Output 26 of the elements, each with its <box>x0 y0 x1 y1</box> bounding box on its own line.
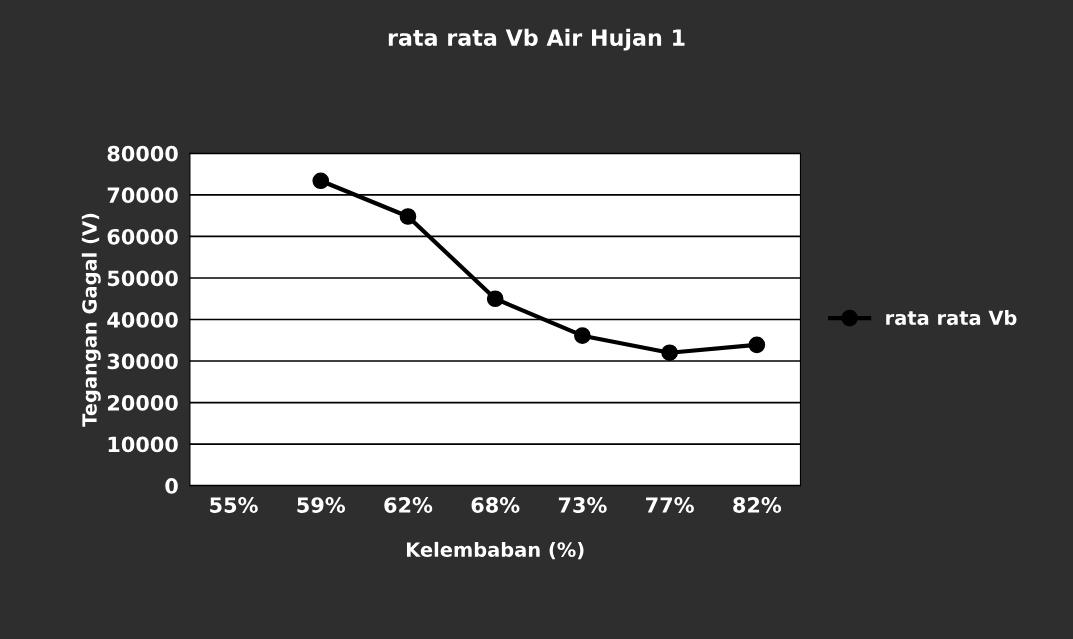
x-tick-label: 55% <box>210 497 258 513</box>
y-tick-label: 70000 <box>107 187 178 204</box>
point <box>661 344 678 362</box>
y-tick-label: 80000 <box>107 145 178 162</box>
point <box>748 336 766 354</box>
y-tick-label: 50000 <box>107 270 178 287</box>
x-axis-title: Kelembaban (%) <box>406 541 584 560</box>
y-tick-label: 20000 <box>107 395 178 411</box>
y-axis-title: Tegangan Gagal (V) <box>81 213 101 427</box>
y-tick-label: 60000 <box>107 228 178 245</box>
x-tick-label: 62% <box>384 497 433 513</box>
point <box>312 172 330 190</box>
chart-title: rata rata Vb Air Hujan 1 <box>388 28 685 51</box>
y-tick-label: 40000 <box>107 311 178 328</box>
point <box>486 290 504 308</box>
point <box>399 208 417 225</box>
x-tick-label: 73% <box>558 497 607 513</box>
x-tick-label: 82% <box>733 497 782 513</box>
point <box>574 327 591 345</box>
y-tick-label: 10000 <box>108 436 178 453</box>
y-tick-label: 30000 <box>107 353 178 370</box>
x-tick-label: 77% <box>646 497 694 513</box>
x-tick-label: 68% <box>471 497 520 513</box>
y-tick-label: 0 <box>165 478 178 494</box>
legend-label: rata rata Vb <box>886 310 1017 326</box>
x-tick-label: 59% <box>297 497 346 513</box>
